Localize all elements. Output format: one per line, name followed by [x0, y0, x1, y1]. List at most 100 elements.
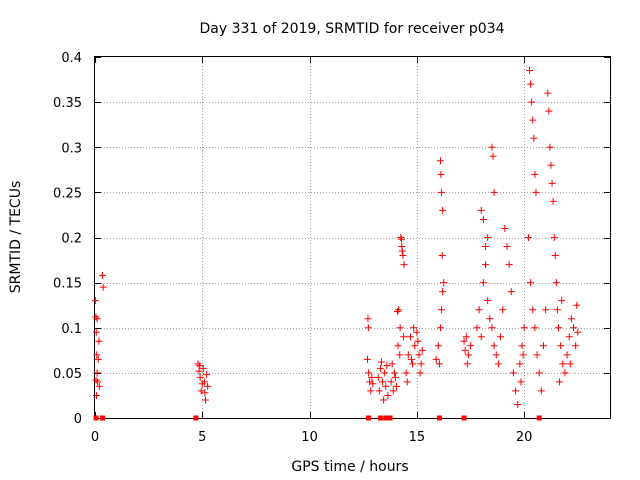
y-tick-label: 0.25 [53, 186, 82, 201]
data-point [514, 400, 522, 408]
data-point [394, 342, 402, 350]
data-point [435, 360, 443, 368]
data-point [94, 378, 102, 386]
data-point [413, 328, 421, 336]
data-point [93, 415, 99, 421]
data-point [406, 333, 414, 341]
data-point [463, 360, 471, 368]
data-point [530, 134, 538, 142]
data-point [388, 360, 396, 368]
data-point [400, 261, 408, 269]
data-point [377, 415, 383, 421]
data-point [95, 382, 103, 390]
data-point [497, 333, 505, 341]
data-point [460, 337, 468, 345]
data-point [195, 367, 203, 375]
data-point [519, 351, 527, 359]
data-point [408, 355, 416, 363]
data-point [531, 170, 539, 178]
data-point [437, 170, 445, 178]
data-point [533, 351, 541, 359]
data-point [484, 297, 492, 305]
data-point [484, 234, 492, 241]
data-point [509, 369, 517, 377]
plot-frame [94, 56, 611, 419]
data-point [383, 415, 389, 421]
data-point [376, 364, 384, 372]
data-point [546, 143, 554, 151]
data-point [392, 382, 400, 390]
data-point [558, 297, 566, 305]
data-point [403, 378, 411, 386]
data-point [94, 355, 102, 363]
data-point [516, 360, 524, 368]
data-point [203, 371, 211, 379]
data-point [501, 224, 509, 232]
data-point [527, 80, 535, 88]
data-point [566, 360, 574, 368]
data-point [482, 261, 490, 269]
data-point [200, 378, 208, 386]
x-tick-labels: 0 5 10 15 20 [91, 430, 533, 445]
data-point [418, 346, 426, 354]
data-point [490, 188, 498, 196]
tick-marks [95, 57, 610, 419]
data-point [461, 415, 467, 421]
data-point [436, 415, 442, 421]
data-point [414, 337, 422, 345]
data-point [95, 337, 103, 345]
data-point [462, 333, 470, 341]
data-point [489, 152, 497, 160]
data-point [375, 387, 383, 395]
data-point [99, 271, 107, 279]
data-point [382, 382, 390, 390]
data-point [553, 306, 561, 314]
data-point [368, 373, 376, 381]
y-tick-label: 0.3 [61, 141, 82, 156]
y-tick-label: 0.4 [61, 51, 82, 66]
data-point [547, 161, 555, 169]
data-point [196, 362, 204, 370]
data-point [565, 333, 573, 341]
data-point [439, 288, 447, 296]
y-tick-label: 0.1 [61, 322, 82, 337]
data-point [389, 387, 397, 395]
data-point [100, 415, 106, 421]
data-point [93, 369, 101, 377]
data-points [91, 67, 582, 421]
data-point [526, 67, 534, 75]
data-point [532, 188, 540, 196]
data-point [397, 234, 405, 241]
data-point [409, 360, 417, 368]
data-point [438, 188, 446, 196]
data-point [391, 373, 399, 381]
x-tick-label: 5 [198, 430, 206, 445]
data-point [542, 306, 550, 314]
y-axis-label: SRMTID / TECUs [8, 181, 24, 294]
data-point [92, 328, 100, 336]
data-point [559, 360, 567, 368]
data-point [548, 179, 556, 187]
data-point [410, 324, 418, 332]
data-point [561, 369, 569, 377]
data-point [438, 306, 446, 314]
data-point [473, 324, 481, 332]
data-point [436, 324, 444, 332]
data-point [440, 279, 448, 287]
data-point [99, 283, 107, 291]
data-point [199, 364, 207, 372]
data-point [461, 346, 469, 354]
data-point [477, 333, 485, 341]
y-tick-label: 0.05 [53, 367, 82, 382]
data-point [380, 396, 388, 404]
data-point [529, 116, 537, 124]
data-point [364, 355, 372, 363]
data-point [494, 360, 502, 368]
data-point [567, 315, 575, 323]
y-tick-label: 0.15 [53, 277, 82, 292]
data-point [432, 355, 440, 363]
data-point [529, 306, 537, 314]
data-point [537, 387, 545, 395]
data-point [545, 107, 553, 115]
y-tick-labels: 0 0.05 0.1 0.15 0.2 0.25 0.3 0.35 0.4 [53, 51, 82, 427]
